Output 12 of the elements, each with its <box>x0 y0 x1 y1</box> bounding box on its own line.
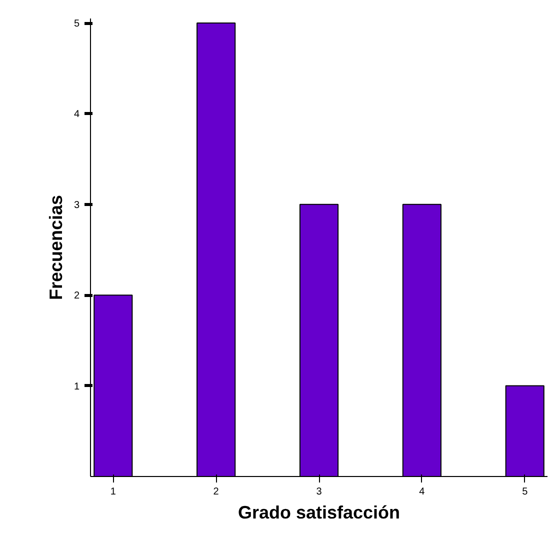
y-tick-label: 2 <box>74 290 80 302</box>
y-tick-label: 4 <box>74 109 80 120</box>
y-tick-label: 5 <box>74 18 80 30</box>
x-axis-title: Grado satisfacción <box>238 502 400 522</box>
x-tick-label: 2 <box>213 486 220 498</box>
x-tick-label: 1 <box>110 486 116 498</box>
x-tick-label: 4 <box>419 486 426 498</box>
y-axis-title: Frecuencias <box>46 194 66 300</box>
x-tick-label: 5 <box>522 486 528 498</box>
y-tick-label: 1 <box>74 381 80 392</box>
y-tick-label: 3 <box>74 200 80 211</box>
x-tick-label: 3 <box>316 486 322 498</box>
